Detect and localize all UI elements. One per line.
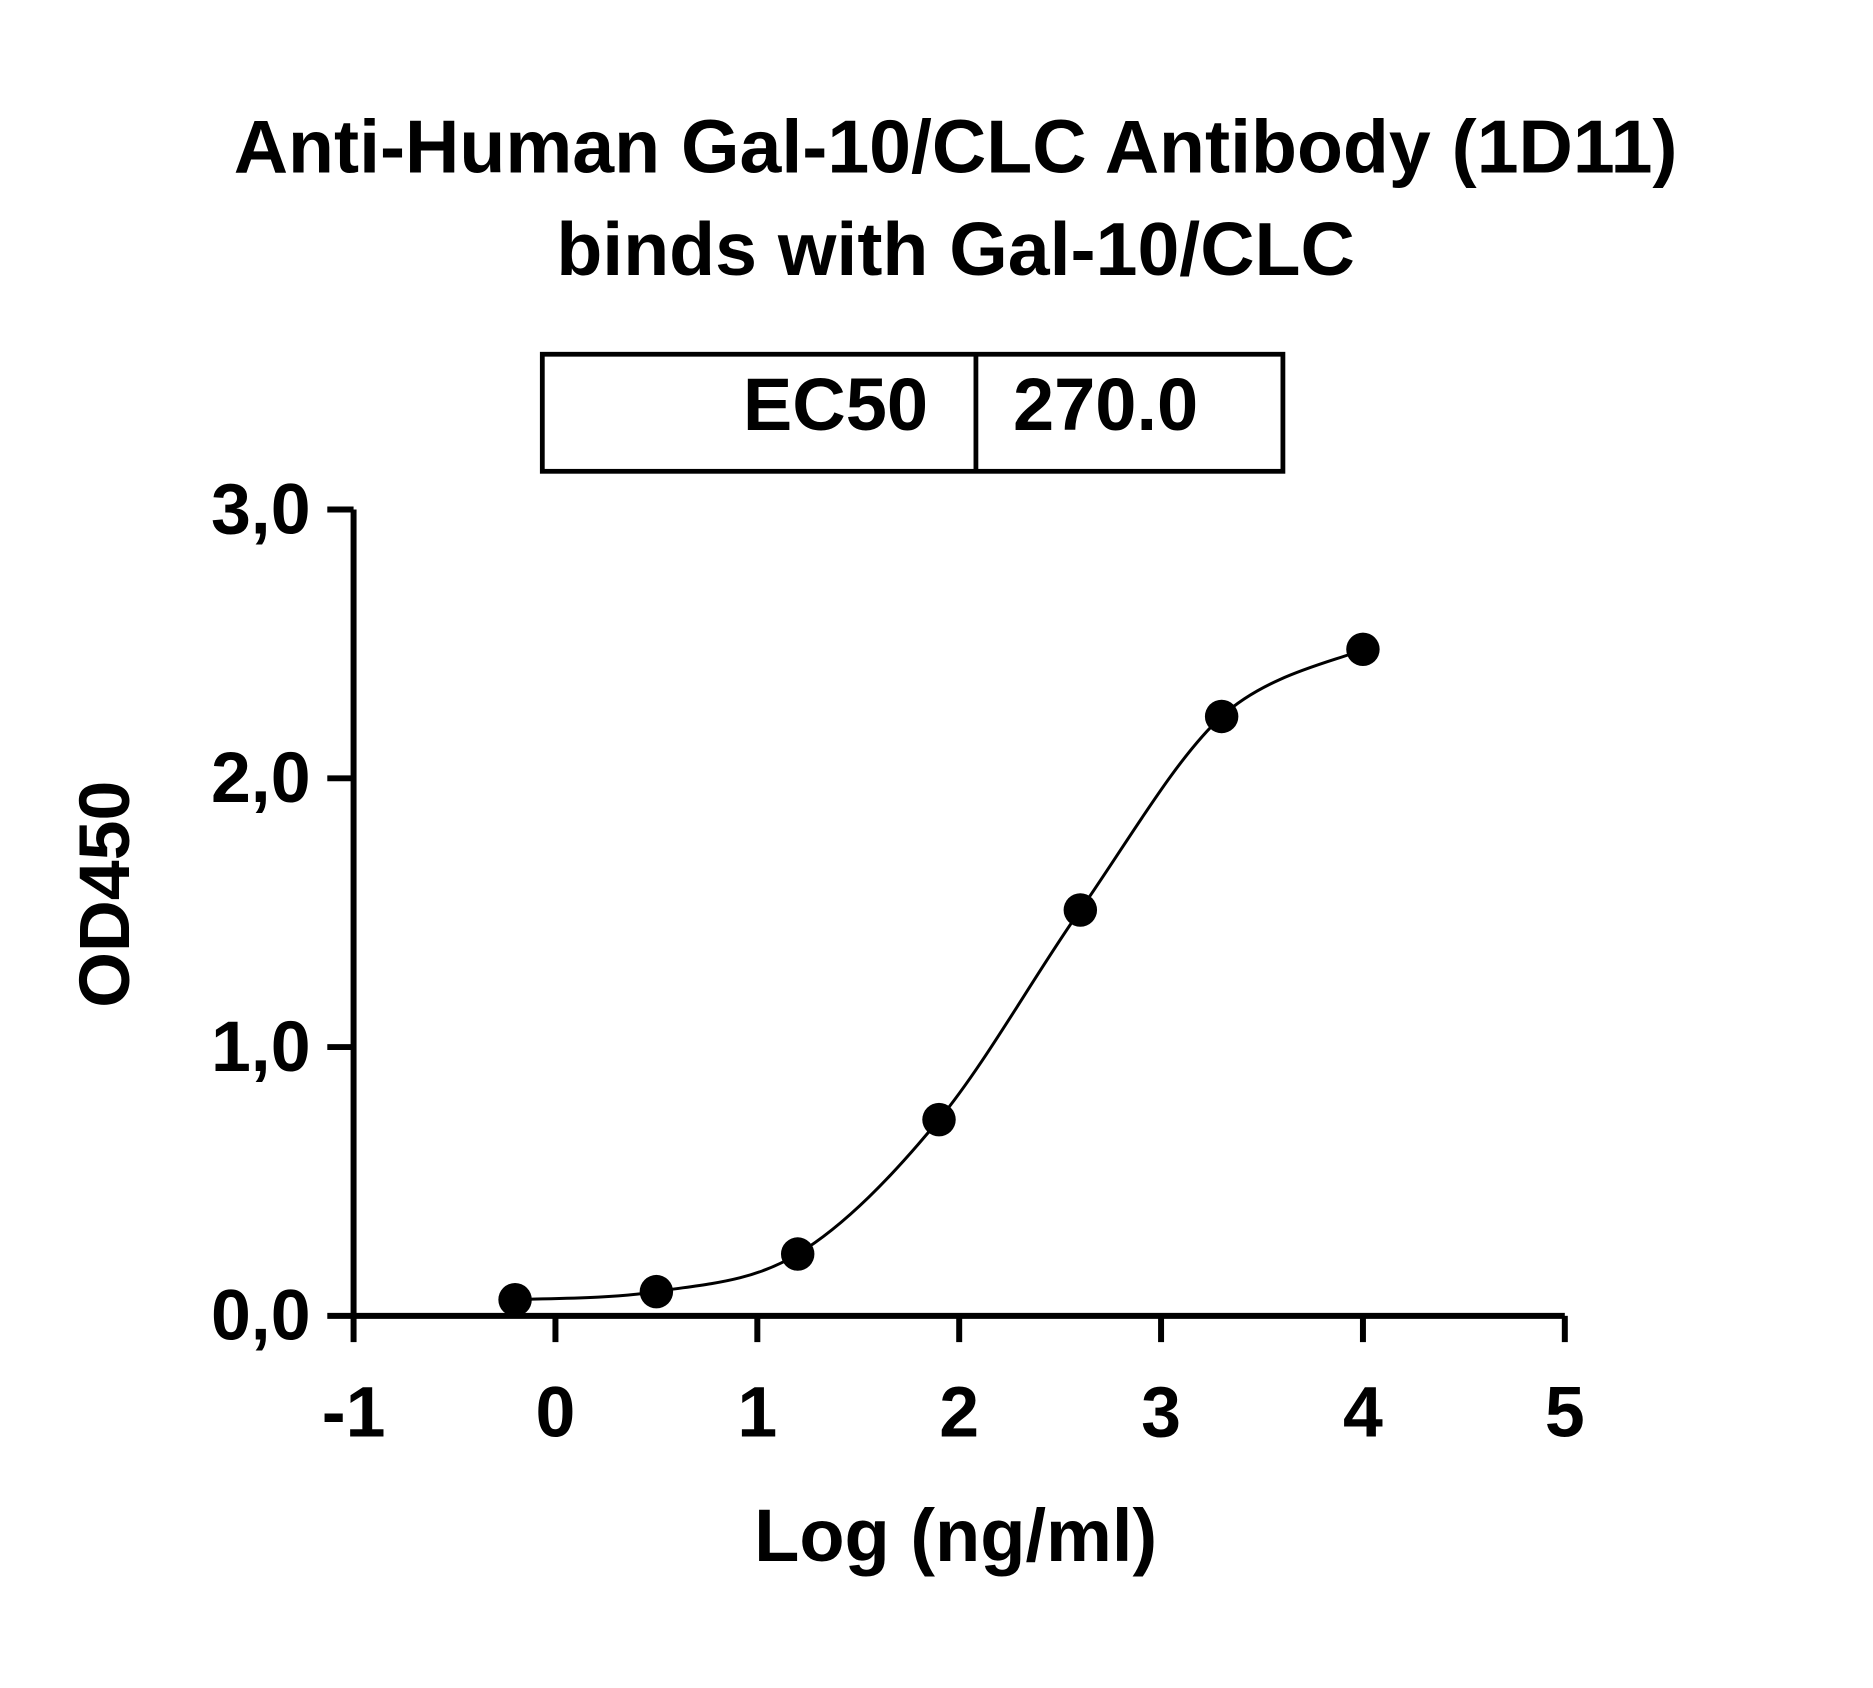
y-tick-label: 0,0 [211,1276,311,1356]
chart-title: binds with Gal-10/CLC [556,207,1355,291]
x-tick-label: 2 [939,1372,979,1452]
data-point [639,1274,674,1309]
y-axis-label: OD450 [65,781,145,1008]
x-tick-label: 0 [536,1372,576,1452]
data-point [922,1102,956,1137]
y-tick-label: 1,0 [211,1007,311,1087]
data-point [1204,699,1239,734]
chart-title: Anti-Human Gal-10/CLC Antibody (1D11) [234,104,1678,188]
x-tick-label: 4 [1343,1372,1383,1452]
data-point [1063,893,1098,927]
ec50-label: EC50 [743,363,928,446]
x-tick-label: 1 [737,1372,777,1452]
ec50-value: 270.0 [1013,363,1198,446]
x-axis-label: Log (ng/ml) [754,1494,1157,1577]
ec50-box [539,351,1286,474]
data-point [780,1237,815,1271]
x-tick-label: 5 [1545,1372,1585,1452]
y-tick-label: 3,0 [211,469,311,549]
data-point [1346,632,1380,667]
x-tick-label: -1 [322,1372,386,1452]
data-point [498,1282,532,1317]
fit-curve [514,647,1364,1302]
x-tick-label: 3 [1141,1372,1181,1452]
y-tick-label: 2,0 [211,738,311,818]
